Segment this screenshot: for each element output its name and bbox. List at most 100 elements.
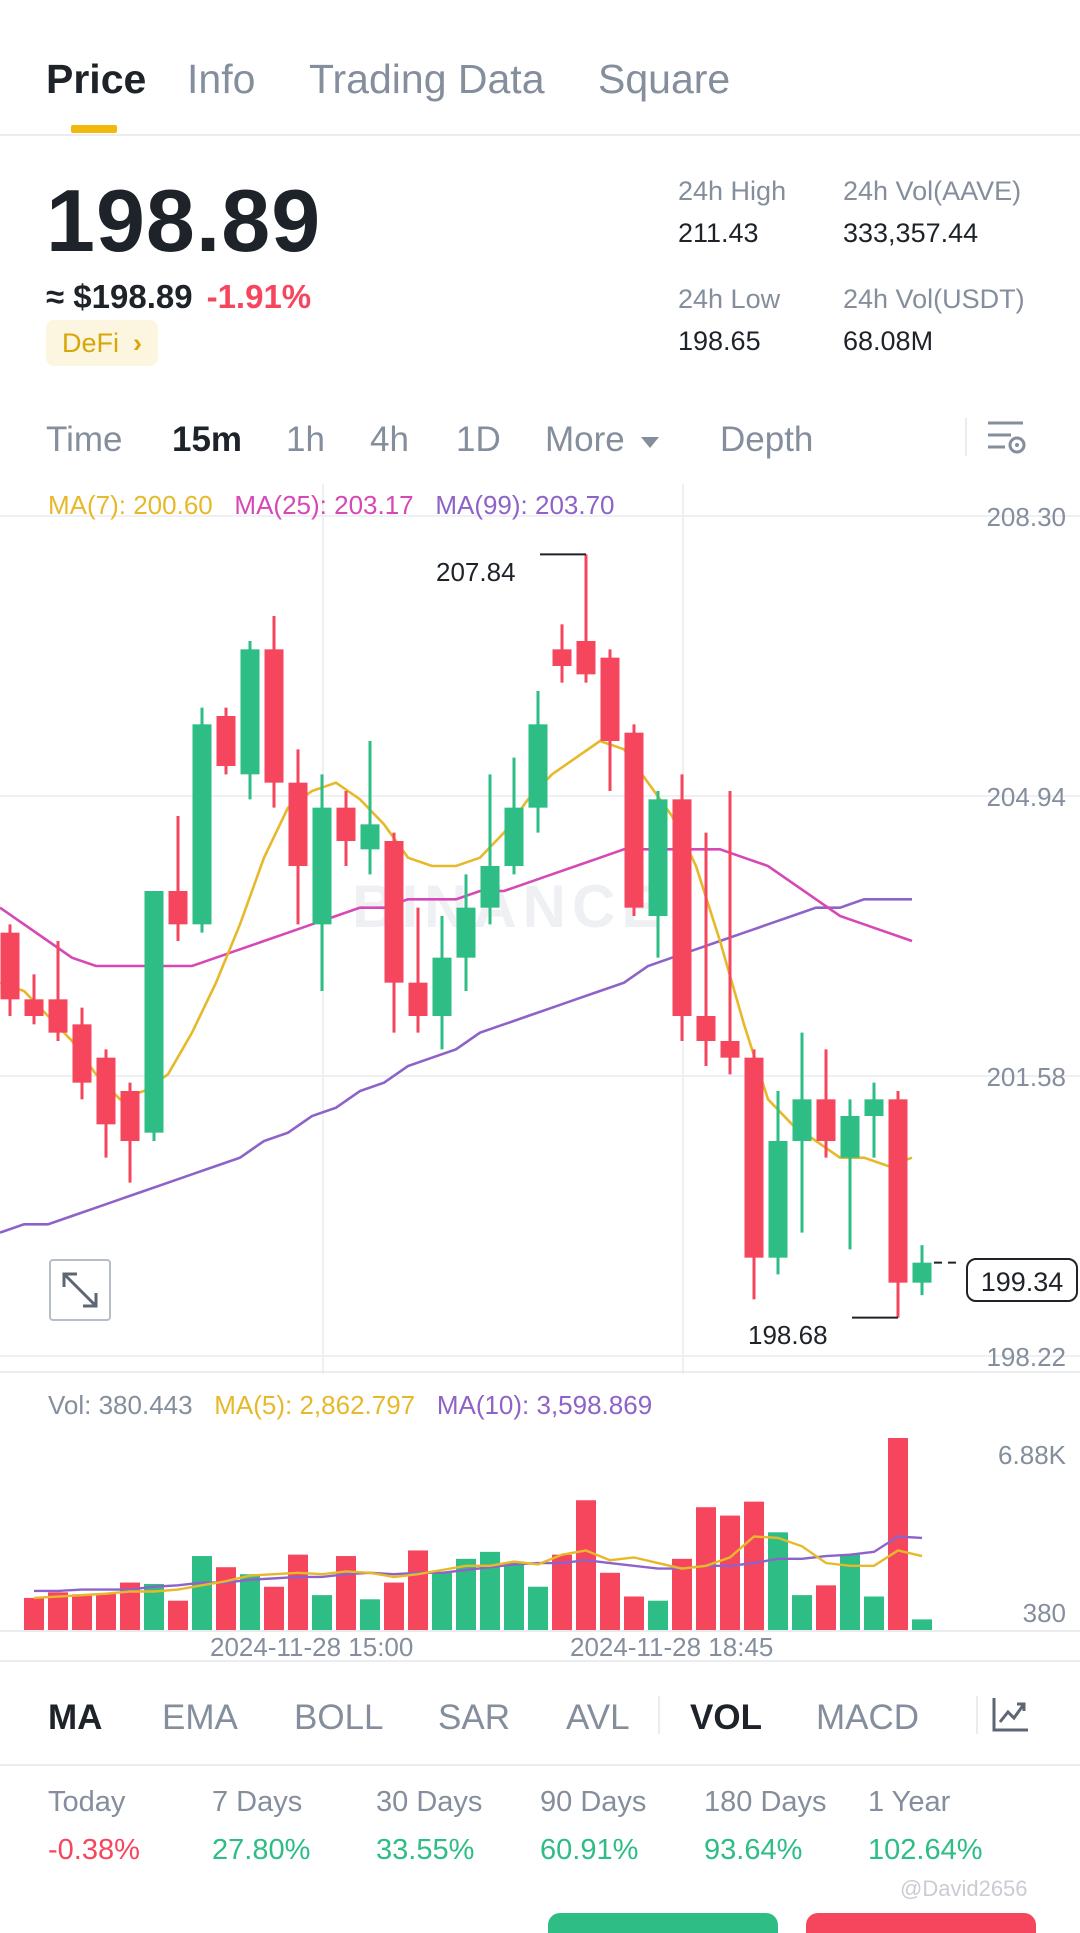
volume-bar-up [144,1583,164,1630]
y-tick: 208.30 [986,502,1066,532]
perf-label-30d: 30 Days [376,1786,483,1818]
stat-vol-quote-label: 24h Vol(USDT) [843,284,1025,314]
indicator-ema[interactable]: EMA [162,1698,238,1737]
candle-down [48,999,68,1033]
indicator-sar[interactable]: SAR [438,1698,510,1737]
low-marker-label: 198.68 [748,1320,828,1350]
candle-up [840,1116,860,1158]
candle-down [552,649,572,666]
divider [976,1696,978,1734]
interval-4h[interactable]: 4h [370,420,409,459]
perf-label-90d: 90 Days [540,1786,647,1818]
fullscreen-button[interactable] [49,1259,111,1321]
candle-down [216,716,236,766]
candle-up [360,824,380,850]
candle-down [288,782,308,866]
candle-down [0,932,20,1000]
volume-bar-down [696,1507,716,1630]
volume-legend: Vol: 380.443 MA(5): 2,862.797 MA(10): 3,… [48,1390,652,1421]
volume-bar-down [168,1600,188,1630]
volume-bar-up [768,1532,788,1630]
candle-down [168,891,188,925]
watermark: BINANCE [352,873,668,940]
stat-high-label: 24h High [678,176,787,206]
volume-bar-down [720,1515,740,1630]
indicator-vol[interactable]: VOL [690,1698,762,1737]
current-price-tag: 199.34 [966,1258,1078,1302]
candle-down [264,649,284,783]
tab-trading-data[interactable]: Trading Data [309,56,545,102]
stat-low-label: 24h Low [678,284,781,314]
usd-price: ≈ $198.89 [46,278,193,315]
indicator-macd[interactable]: MACD [816,1698,920,1737]
candle-down [96,1057,116,1125]
volume-ma10-line [34,1535,923,1593]
divider [658,1696,660,1734]
candle-up [768,1141,788,1258]
interval-time[interactable]: Time [46,420,123,459]
volume-value: Vol: 380.443 [48,1390,193,1420]
volume-bar-down [24,1597,44,1630]
volume-bar-up [504,1563,524,1630]
indicator-avl[interactable]: AVL [566,1698,630,1737]
indicator-settings-icon[interactable] [990,1696,1030,1736]
perf-value-today: -0.38% [48,1834,140,1866]
high-marker-label: 207.84 [436,557,516,587]
volume-bar-down [672,1558,692,1630]
volume-bar-up [456,1558,476,1630]
watermark-credit: @David2656 [900,1876,1028,1901]
candle-down [744,1057,764,1258]
interval-more[interactable]: More [545,420,660,460]
volume-bar-up [480,1551,500,1630]
category-tag-label: DeFi [62,328,120,358]
indicator-boll[interactable]: BOLL [294,1698,384,1737]
volume-ma5-line [33,1535,923,1600]
interval-1d[interactable]: 1D [456,420,501,459]
volume-bar-up [192,1556,212,1630]
usd-price-row: ≈ $198.89 -1.91% [46,278,311,316]
category-tag-defi[interactable]: DeFi › [46,320,159,366]
chevron-right-icon: › [133,328,143,358]
y-tick: 198.22 [986,1342,1066,1372]
candle-down [600,657,620,741]
tab-price[interactable]: Price [46,56,147,102]
sell-button[interactable] [806,1913,1036,1933]
candle-down [816,1099,836,1141]
candle-down [72,1024,92,1083]
ma25-value: MA(25): 203.17 [234,490,414,520]
candle-down [696,1016,716,1041]
candle-up [312,807,332,925]
indicator-ma[interactable]: MA [48,1698,103,1737]
volume-bar-up [528,1586,548,1630]
candlestick-chart[interactable] [0,484,1080,1374]
volume-bar-down [888,1438,908,1630]
chart-settings-icon[interactable] [985,418,1029,458]
interval-more-label: More [545,420,625,459]
volume-bar-down [576,1500,596,1630]
volume-bar-up [792,1595,812,1630]
candle-down [120,1091,140,1141]
volume-bar-up [240,1574,260,1630]
volume-chart[interactable] [0,1372,1080,1660]
stat-high: 211.43 [678,218,759,248]
tab-info[interactable]: Info [187,56,256,102]
volume-bar-down [624,1596,644,1630]
perf-label-1y: 1 Year [868,1786,951,1818]
volume-bar-up [864,1596,884,1630]
ma99-line [0,898,912,1234]
interval-15m[interactable]: 15m [172,420,243,459]
candle-up [456,907,476,958]
top-tab-bar: Price Info Trading Data Square [0,0,1080,136]
interval-1h[interactable]: 1h [286,420,325,459]
depth-tab[interactable]: Depth [720,420,814,459]
tab-square[interactable]: Square [598,56,731,102]
active-tab-indicator [71,125,117,133]
volume-bar-down [72,1594,92,1630]
buy-button[interactable] [548,1913,778,1933]
caret-down-icon [641,436,660,448]
candle-up [144,891,164,1133]
candle-down [720,1041,740,1058]
x-tick: 2024-11-28 18:45 [570,1632,774,1662]
ma-legend: MA(7): 200.60 MA(25): 203.17 MA(99): 203… [48,490,615,521]
last-price: 198.89 [46,171,322,270]
